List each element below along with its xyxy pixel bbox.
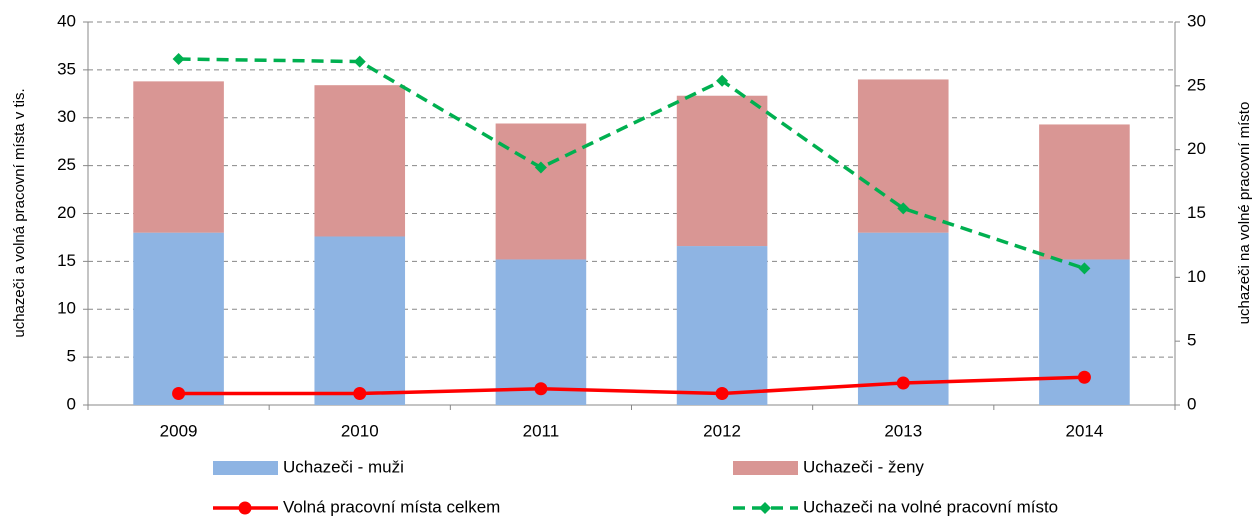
y2-axis-label: uchazeči na volné pracovní místo xyxy=(1236,102,1253,325)
y2-tick-label: 10 xyxy=(1187,267,1206,286)
bar xyxy=(495,259,587,405)
legend-swatch xyxy=(733,461,798,475)
line xyxy=(178,375,1085,396)
y-tick-label: 10 xyxy=(57,299,76,318)
marker xyxy=(534,161,547,174)
y2-tick-label: 15 xyxy=(1187,203,1206,222)
y-tick-label: 15 xyxy=(57,251,76,270)
bar xyxy=(857,232,949,405)
y-axis-label: uchazeči a volná pracovní místa v tis. xyxy=(11,88,28,337)
marker xyxy=(353,55,366,68)
legend-label: Uchazeči - muži xyxy=(283,457,404,476)
bar xyxy=(676,246,768,405)
marker xyxy=(353,387,367,401)
y-tick-label: 30 xyxy=(57,107,76,126)
y-tick-label: 35 xyxy=(57,59,76,78)
marker xyxy=(896,376,910,390)
bar xyxy=(1039,124,1130,260)
marker xyxy=(172,387,186,401)
y-tick-label: 0 xyxy=(67,394,76,413)
y-tick-label: 20 xyxy=(57,203,76,222)
bar xyxy=(676,95,768,247)
legend-label: Volná pracovní místa celkem xyxy=(283,497,500,516)
marker xyxy=(716,74,729,87)
y2-tick-label: 25 xyxy=(1187,75,1206,94)
x-tick-label: 2011 xyxy=(523,421,560,440)
x-tick-label: 2009 xyxy=(160,421,198,440)
bar xyxy=(133,232,224,405)
bar xyxy=(314,85,406,237)
y2-tick-label: 30 xyxy=(1187,11,1206,30)
x-tick-label: 2010 xyxy=(341,421,379,440)
bar xyxy=(495,123,587,260)
x-tick-label: 2012 xyxy=(703,421,741,440)
y-tick-label: 40 xyxy=(57,11,76,30)
y2-tick-label: 0 xyxy=(1187,394,1196,413)
x-tick-label: 2014 xyxy=(1066,421,1104,440)
legend-label: Uchazeči na volné pracovní místo xyxy=(803,497,1058,516)
y2-tick-label: 20 xyxy=(1187,139,1206,158)
bar xyxy=(133,81,224,233)
legend-label: Uchazeči - ženy xyxy=(803,457,924,476)
y-tick-label: 5 xyxy=(67,347,76,366)
x-tick-label: 2013 xyxy=(884,421,922,440)
legend-swatch xyxy=(213,461,278,475)
marker xyxy=(715,387,729,401)
y2-tick-label: 5 xyxy=(1187,331,1196,350)
y-tick-label: 25 xyxy=(57,155,76,174)
line xyxy=(178,57,1085,271)
bar xyxy=(314,236,406,405)
legend-marker xyxy=(238,501,252,515)
marker xyxy=(1078,262,1091,275)
marker xyxy=(172,53,185,66)
legend-marker xyxy=(759,502,771,514)
marker xyxy=(534,382,548,396)
marker xyxy=(897,202,910,215)
marker xyxy=(1077,370,1091,384)
